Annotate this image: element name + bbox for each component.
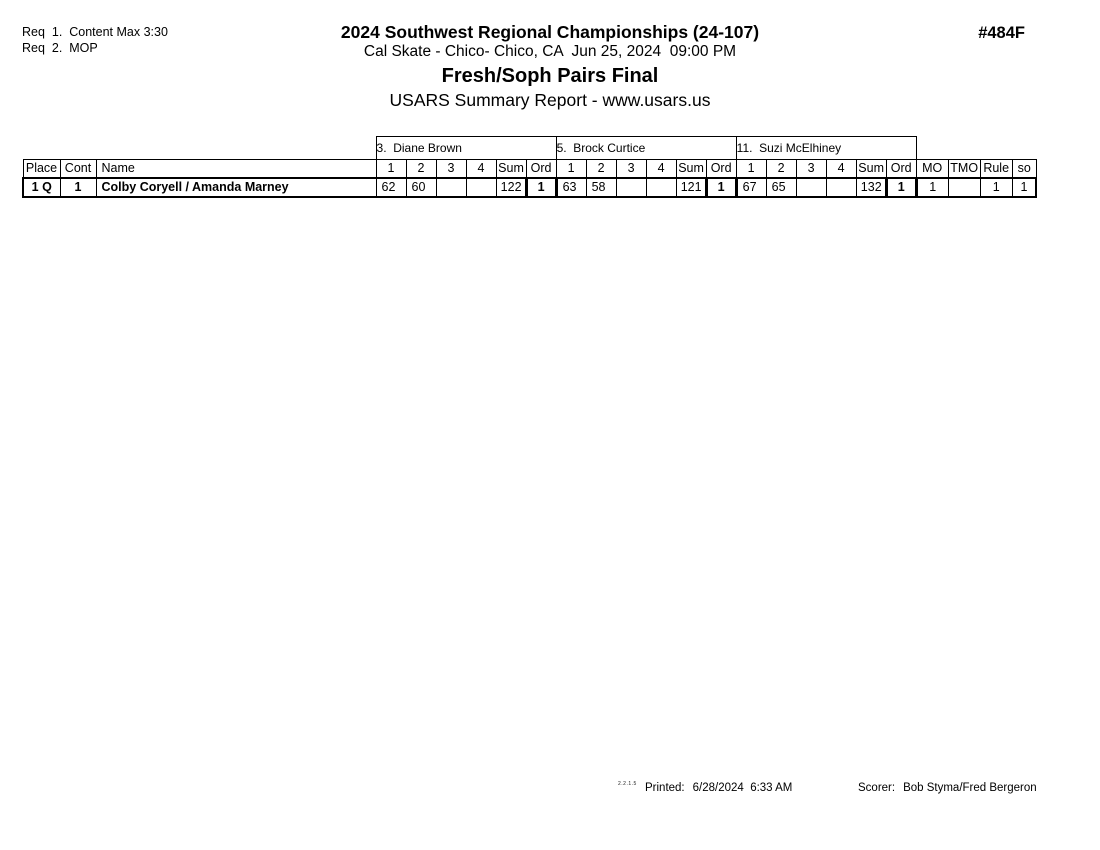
score-cell: 63 [555,176,587,198]
ordinal-cell: 1 [884,176,918,198]
event-name: Fresh/Soph Pairs Final [441,65,659,87]
col-header-ord: Ord [705,159,737,178]
total-majority-ordinal-cell [947,176,981,198]
score-cell: 62 [375,176,407,198]
software-version: 2.2.1.5 [618,781,637,787]
scorer-label: Scorer: [858,782,896,794]
title-block: 2024 Southwest Regional Championships (2… [0,22,1100,111]
majority-ordinal-cell: 1 [915,176,949,198]
score-cell [645,176,677,198]
score-cell: 60 [405,176,437,198]
judge-row-spacer [916,137,1036,160]
requirement-line: Req 1. Content Max 3:30 [22,25,168,39]
venue-date-line: Cal Skate - Chico- Chico, CA Jun 25, 202… [363,43,737,60]
score-cell [465,176,497,198]
so-cell: 1 [1011,176,1038,198]
scorer-value: Bob Styma/Fred Bergeron [903,782,1037,794]
col-header-score2: 2 [585,159,617,178]
col-header-score1: 1 [735,159,767,178]
skater-names-cell: Colby Coryell / Amanda Marney [95,176,377,198]
col-header-score4: 4 [465,159,497,178]
result-row: 1 Q 1 Colby Coryell / Amanda Marney 62 6… [22,176,1038,198]
col-header-score3: 3 [615,159,647,178]
col-header-ord: Ord [525,159,557,178]
ordinal-cell: 1 [704,176,738,198]
col-header-score2: 2 [765,159,797,178]
sum-cell: 132 [855,176,887,198]
col-header-name: Name [95,159,377,178]
score-cell [825,176,857,198]
score-cell: 58 [585,176,617,198]
judge-header-row: 3. Diane Brown 5. Brock Curtice 11. Suzi… [23,136,1036,160]
printed-value: 6/28/2024 6:33 AM [692,782,793,794]
col-header-score3: 3 [795,159,827,178]
contestant-number-cell: 1 [59,176,97,198]
judge-name-cell: 11. Suzi McElhiney [735,136,917,160]
score-cell [435,176,467,198]
col-header-score4: 4 [645,159,677,178]
col-header-ord: Ord [885,159,917,178]
requirements-block: Req 1. Content Max 3:30 Req 2. MOP [22,24,168,56]
col-header-so: so [1011,159,1037,178]
col-header-sum: Sum [495,159,527,178]
report-type-line: USARS Summary Report - www.usars.us [389,90,711,110]
printed-label: Printed: [645,782,685,794]
col-header-score4: 4 [825,159,857,178]
page-title: 2024 Southwest Regional Championships (2… [340,22,760,42]
printed-timestamp: Printed: 6/28/2024 6:33 AM [645,782,792,794]
col-header-rule: Rule [979,159,1013,178]
col-header-sum: Sum [855,159,887,178]
score-cell: 67 [735,176,767,198]
col-header-mo: MO [915,159,949,178]
col-header-score1: 1 [375,159,407,178]
scorer-line: Scorer: Bob Styma/Fred Bergeron [858,782,1037,794]
col-header-score1: 1 [555,159,587,178]
sum-cell: 122 [495,176,527,198]
judge-row-spacer [23,137,376,160]
judge-name-cell: 3. Diane Brown [375,136,557,160]
column-header-row: Place Cont Name 1 2 3 4 Sum Ord 1 2 3 4 … [22,159,1037,178]
results-table: 3. Diane Brown 5. Brock Curtice 11. Suzi… [22,136,1038,198]
col-header-place: Place [22,159,61,178]
judge-name-cell: 5. Brock Curtice [555,136,737,160]
score-cell [615,176,647,198]
col-header-tmo: TMO [947,159,981,178]
requirement-line: Req 2. MOP [22,41,98,55]
col-header-score3: 3 [435,159,467,178]
score-cell [795,176,827,198]
col-header-cont: Cont [59,159,97,178]
place-cell: 1 Q [22,176,61,198]
score-cell: 65 [765,176,797,198]
ordinal-cell: 1 [524,176,558,198]
rule-cell: 1 [979,176,1013,198]
col-header-score2: 2 [405,159,437,178]
sum-cell: 121 [675,176,707,198]
col-header-sum: Sum [675,159,707,178]
event-number: #484F [978,24,1025,42]
